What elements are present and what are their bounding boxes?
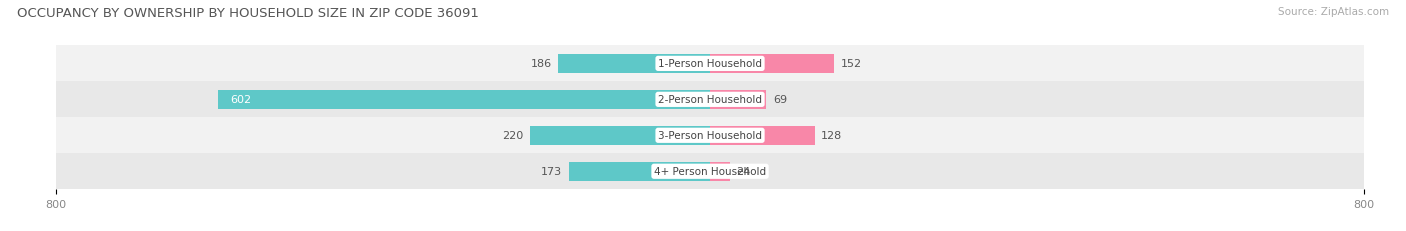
Text: 24: 24 (737, 167, 751, 176)
Bar (710, 126, 814, 145)
Text: 186: 186 (530, 59, 551, 69)
Text: 152: 152 (841, 59, 862, 69)
Text: Source: ZipAtlas.com: Source: ZipAtlas.com (1278, 7, 1389, 17)
Bar (56, 118, 1364, 154)
Text: OCCUPANCY BY OWNERSHIP BY HOUSEHOLD SIZE IN ZIP CODE 36091: OCCUPANCY BY OWNERSHIP BY HOUSEHOLD SIZE… (17, 7, 479, 20)
Text: 4+ Person Household: 4+ Person Household (654, 167, 766, 176)
Bar (218, 91, 710, 109)
Bar (710, 91, 766, 109)
Bar (56, 46, 1364, 82)
Text: 602: 602 (231, 95, 252, 105)
Bar (558, 55, 710, 73)
Bar (710, 162, 730, 181)
Text: 3-Person Household: 3-Person Household (658, 131, 762, 141)
Bar (710, 55, 834, 73)
Bar (56, 82, 1364, 118)
Text: 220: 220 (502, 131, 523, 141)
Bar (568, 162, 710, 181)
Bar (530, 126, 710, 145)
Text: 2-Person Household: 2-Person Household (658, 95, 762, 105)
Text: 1-Person Household: 1-Person Household (658, 59, 762, 69)
Bar (56, 154, 1364, 189)
Text: 173: 173 (541, 167, 562, 176)
Text: 128: 128 (821, 131, 842, 141)
Text: 69: 69 (773, 95, 787, 105)
